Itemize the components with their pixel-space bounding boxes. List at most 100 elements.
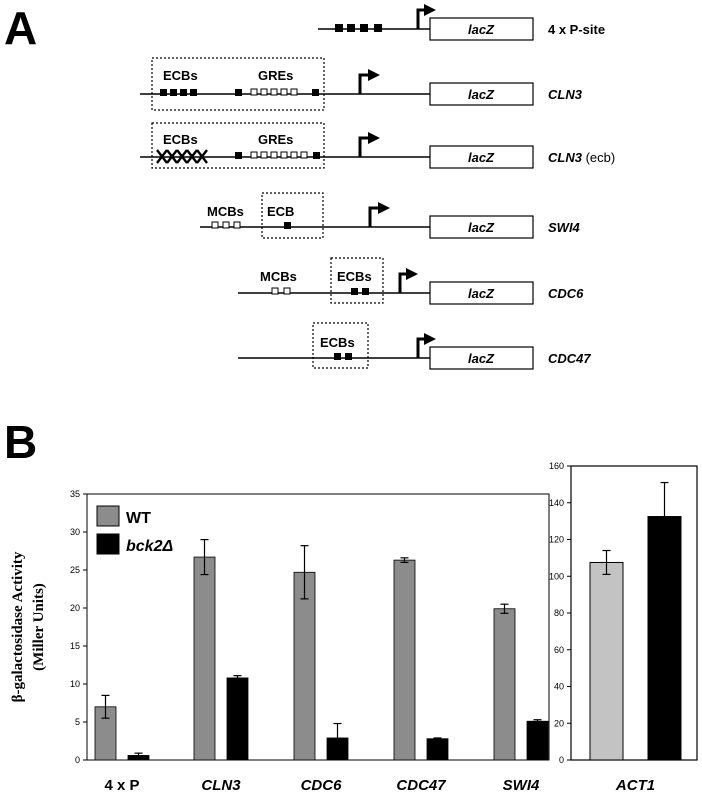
tss-arrow [358,136,370,157]
construct-name-ecb: CLN3 (ecb) [548,150,615,165]
element-label-ecbs: ECBs [163,132,198,147]
p-site-box [335,24,343,32]
mcb-box [283,287,291,295]
site-box [235,152,242,159]
y-tick-label: 0 [559,755,564,765]
lacz-label: lacZ [468,22,495,37]
construct-name: CLN3 [548,150,583,165]
y-tick-label: 140 [549,498,564,508]
mcb-box [211,221,219,229]
lacz-label: lacZ [468,286,495,301]
chart-act1-bars [589,481,682,761]
ecb-box [170,89,177,96]
element-label-ecbs: ECBs [337,269,372,284]
lacz-box [429,281,534,305]
category-label: CLN3 [201,777,241,794]
element-label-ecbs: ECBs [320,335,355,350]
construct-name: CLN3 [548,87,583,102]
y-tick-label: 30 [70,527,80,537]
construct-name: SWI4 [548,220,581,235]
construct-name: CDC47 [548,351,591,366]
gre-box [270,88,278,96]
y-tick-label: 15 [70,641,80,651]
category-label: CDC47 [396,777,446,794]
ecb-box [284,222,291,229]
dotted-region-box [151,57,325,111]
legend-label-wt: WT [126,510,151,527]
gre-box [300,151,308,159]
tss-arrowhead [368,69,380,81]
bar-wt-cdc47 [393,559,416,761]
bar-bck2-cln3 [226,677,249,761]
chart-act1: 0 20 40 60 80 100 120 140 160 ACT1 [549,461,698,794]
mcb-box [233,221,241,229]
tss-arrow [358,73,370,94]
tss-arrow [416,8,426,29]
panel-a-letter: A [4,2,37,54]
dotted-region-box [151,122,325,169]
bar-wt-cdc6 [293,571,316,761]
y-tick-label: 5 [75,717,80,727]
lacz-label: lacZ [468,351,495,366]
y-tick-label: 100 [549,571,564,581]
chart-main-frame [86,493,550,761]
p-site-box [347,24,355,32]
ecb-box [334,353,341,360]
site-box [313,152,320,159]
gre-box [250,88,258,96]
bar-wt-swi4 [493,608,516,761]
dotted-region-box [312,322,369,369]
chart-main: 0 5 10 15 20 25 30 35 4 x P CLN3 CDC6 CDC47 SWI4 WT… [10,489,550,794]
tss-arrowhead [424,4,436,16]
construct-cln3-ecb: ECBs GREs lacZ CLN3 (ecb) [140,122,615,169]
ecb-box [190,89,197,96]
element-label-ecb: ECB [267,204,294,219]
gre-box [250,151,258,159]
construct-4xP: lacZ 4 x P-site [318,4,605,41]
category-label: SWI4 [503,777,540,794]
ecb-box [351,288,358,295]
gre-box [280,88,288,96]
category-label: CDC6 [301,777,342,794]
bar-series0-act1 [589,561,624,761]
tss-arrowhead [424,333,436,345]
ecb-box [362,288,369,295]
panel-a-constructs: lacZ 4 x P-site ECBs GREs lacZ CLN3 [140,4,615,370]
ecb-box [345,353,352,360]
y-tick-label: 25 [70,565,80,575]
chart-act1-categories: ACT1 [615,777,655,794]
construct-name: CDC6 [548,286,584,301]
lacz-label: lacZ [468,150,495,165]
gre-box [290,151,298,159]
p-site-box [360,24,368,32]
bar-wt-cln3 [193,556,216,761]
dotted-region-box [330,257,384,304]
y-axis-label-line2: (Miller Units) [31,583,47,671]
chart-main-categories: 4 x P CLN3 CDC6 CDC47 SWI4 [104,777,540,794]
y-tick-label: 40 [554,682,564,692]
lacz-label: lacZ [468,87,495,102]
element-label-mcbs: MCBs [207,204,244,219]
y-tick-label: 160 [549,461,564,471]
tss-arrowhead [406,268,418,280]
site-box [312,89,319,96]
y-tick-label: 10 [70,679,80,689]
gre-box [270,151,278,159]
gre-box [280,151,288,159]
tss-arrowhead [368,132,380,144]
construct-cdc47: ECBs lacZ CDC47 [238,322,591,370]
y-tick-label: 120 [549,535,564,545]
y-tick-label: 0 [75,755,80,765]
legend: WT bck2Δ [96,505,173,555]
construct-cdc6: MCBs ECBs lacZ CDC6 [238,257,584,305]
y-tick-label: 35 [70,489,80,499]
element-label-gres: GREs [258,68,293,83]
legend-label-bck2: bck2Δ [126,538,173,555]
construct-cln3: ECBs GREs lacZ CLN3 [140,57,583,111]
chart-main-bars [94,538,549,761]
lacz-box [429,215,534,239]
lacz-box [429,82,534,106]
panel-b-letter: B [4,416,37,468]
p-site-box [374,24,382,32]
